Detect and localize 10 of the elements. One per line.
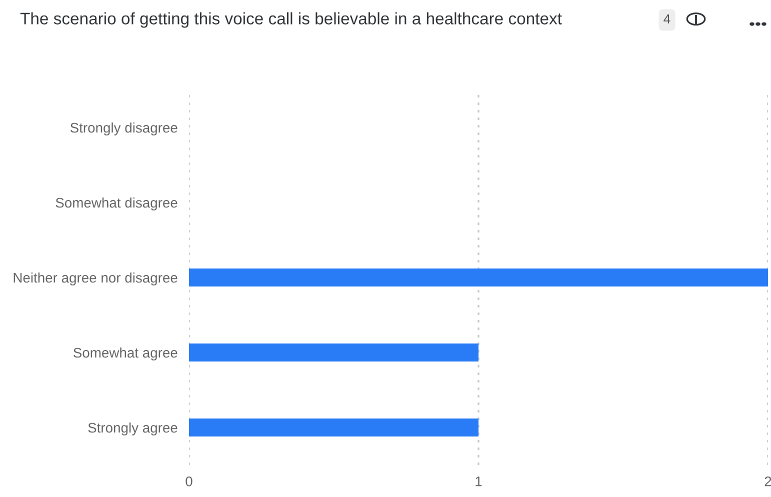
chart-title: The scenario of getting this voice call is believable in a healthcare context <box>20 12 562 28</box>
x-tick-label: 0 <box>186 476 192 486</box>
x-tick-label: 2 <box>764 476 771 486</box>
y-tick-label: Neither agree nor disagree <box>14 272 178 286</box>
x-tick-label: 1 <box>476 476 482 486</box>
y-tick-label: Strongly disagree <box>70 122 178 136</box>
y-tick-label: Strongly agree <box>88 422 178 436</box>
y-tick-label: Somewhat disagree <box>56 197 178 210</box>
text: 4 <box>664 14 670 24</box>
y-tick-label: Somewhat agree <box>74 347 178 360</box>
